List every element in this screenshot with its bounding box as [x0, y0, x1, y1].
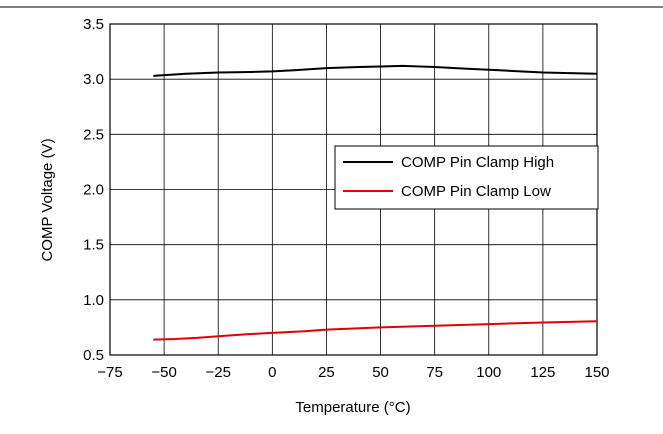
y-axis-label: COMP Voltage (V)	[39, 138, 56, 261]
x-tick-label: 50	[372, 364, 389, 381]
legend-box	[334, 145, 599, 210]
series-line-clamp-low	[153, 320, 598, 341]
legend-label: COMP Pin Clamp High	[401, 154, 554, 171]
x-tick-label: 100	[476, 364, 501, 381]
x-tick-label: −50	[151, 364, 176, 381]
x-tick-label: 0	[268, 364, 276, 381]
y-tick-label: 2.5	[83, 126, 104, 143]
y-tick-label: 3.0	[83, 71, 104, 88]
y-tick-label: 1.5	[83, 237, 104, 254]
y-tick-label: 0.5	[83, 347, 104, 364]
x-tick-label: 125	[530, 364, 555, 381]
y-tick-label: 1.0	[83, 292, 104, 309]
series-line-clamp-high	[153, 64, 598, 77]
x-tick-label: −75	[97, 364, 122, 381]
x-tick-label: 150	[584, 364, 609, 381]
x-tick-label: 75	[426, 364, 443, 381]
x-axis-label: Temperature (°C)	[295, 399, 410, 416]
legend-label: COMP Pin Clamp Low	[401, 183, 551, 200]
plot-area: −75 −50 −25 0 25 50 75 100 125 150 0.5 1.0 1.5 2.0 2.5…	[83, 16, 609, 381]
x-tick-label: 25	[318, 364, 335, 381]
y-tick-label: 3.5	[83, 16, 104, 33]
x-tick-label: −25	[205, 364, 230, 381]
y-tick-label: 2.0	[83, 182, 104, 199]
